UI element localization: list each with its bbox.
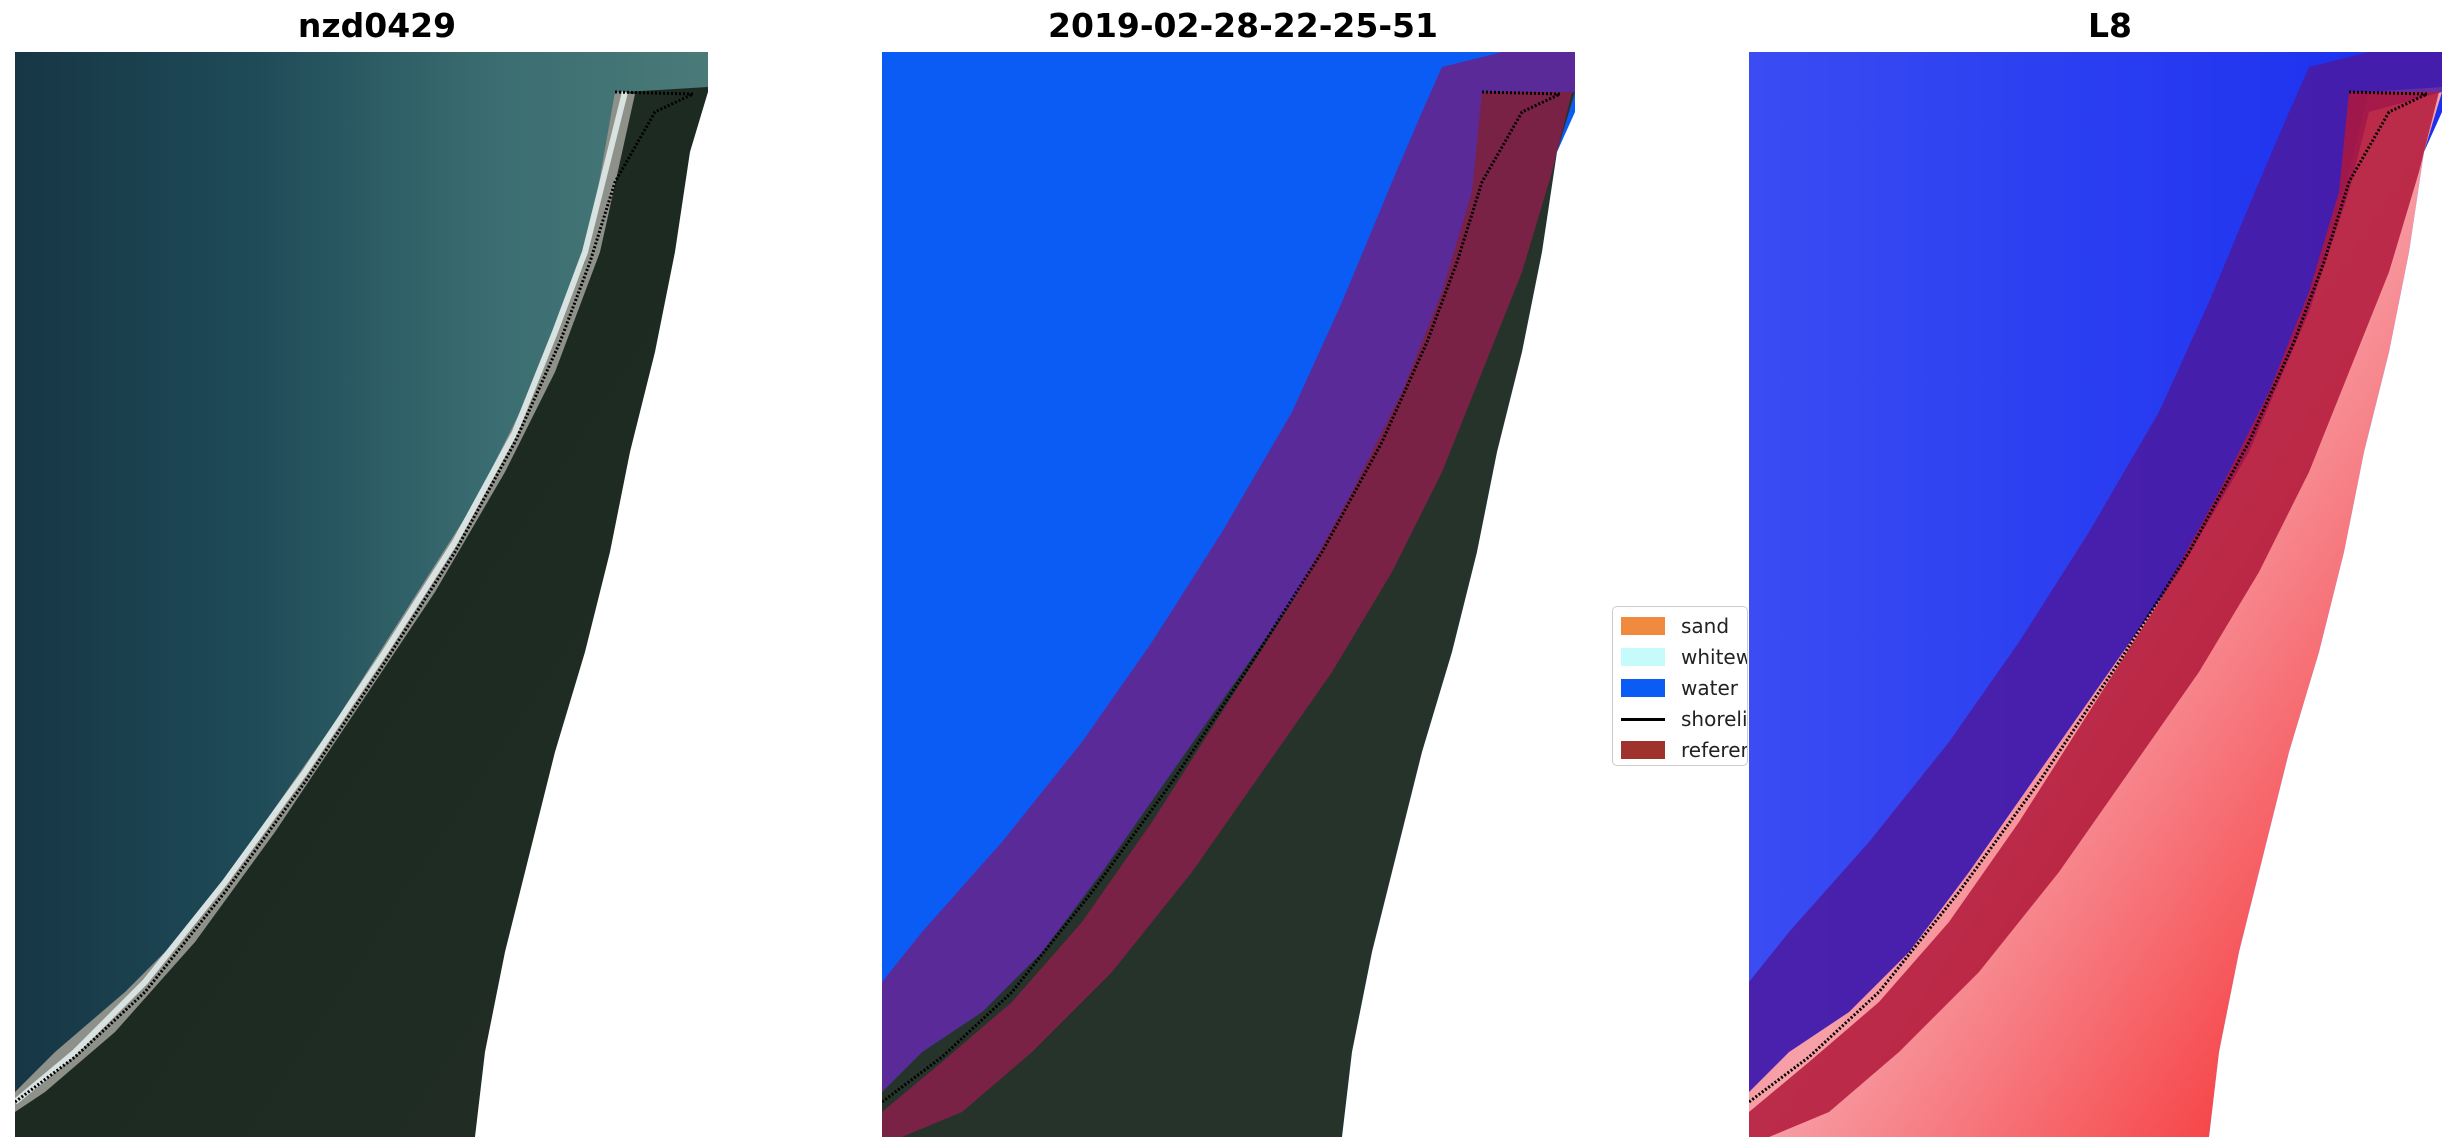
legend-line-shoreline: [1621, 717, 1665, 721]
legend-swatch-sand: [1621, 617, 1665, 635]
panel-title-3: L8: [2088, 6, 2132, 45]
index-image: [1749, 52, 2442, 1137]
panel-title-2: 2019-02-28-22-25-51: [1048, 6, 1438, 45]
panel-title-1: nzd0429: [297, 6, 457, 45]
index-panel: [1749, 52, 2442, 1137]
rgb-image-panel: [15, 52, 708, 1137]
classification-image: [882, 52, 1575, 1137]
classification-panel: [882, 52, 1575, 1137]
legend-item-sand: sand: [1621, 613, 1729, 639]
buffer-zone: [882, 52, 1575, 1092]
shoreline: [1749, 90, 2428, 1104]
legend-label: reference: [1681, 738, 1747, 762]
legend-item-shoreline: shoreline: [1621, 706, 1748, 732]
no-data-area: [1342, 112, 1575, 1137]
legend-label: water: [1681, 676, 1738, 700]
rgb-satellite-image: [15, 52, 708, 1137]
legend-swatch-water: [1621, 679, 1665, 697]
legend-label: sand: [1681, 614, 1730, 638]
no-data-area: [475, 92, 708, 1137]
legend-item-water: water: [1621, 675, 1738, 701]
legend-item-reference: reference: [1621, 737, 1747, 763]
legend-swatch-whitewater: [1621, 648, 1665, 666]
no-data-area: [2209, 112, 2442, 1137]
legend-swatch-reference: [1621, 741, 1665, 759]
land-area: [15, 87, 708, 1137]
legend-label: shoreline: [1681, 707, 1748, 731]
buffer-zone: [1749, 52, 2442, 1092]
reference-zone: [882, 92, 1572, 1137]
surf-line: [15, 91, 628, 1105]
shoreline: [15, 90, 694, 1104]
shoreline: [882, 90, 1561, 1104]
reference-zone: [1749, 92, 2439, 1137]
